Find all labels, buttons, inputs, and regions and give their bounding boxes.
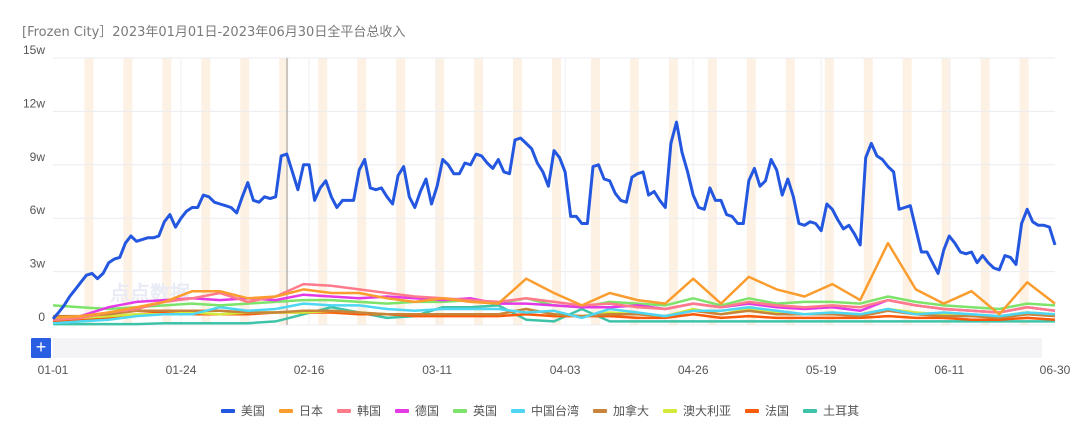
series-line-2 <box>52 282 1056 321</box>
y-tick-label: 3w <box>30 257 46 271</box>
weekend-band <box>513 58 523 325</box>
legend-item[interactable]: 澳大利亚 <box>663 402 731 419</box>
weekend-band <box>279 58 289 325</box>
y-tick-label: 9w <box>30 150 46 164</box>
legend-item[interactable]: 日本 <box>278 402 323 419</box>
x-axis-ticks: 01-01 01-24 02-16 03-11 04-03 04-26 05-19 06-11… <box>38 363 1071 377</box>
y-tick-label: 15w <box>23 43 45 57</box>
y-tick-label: 0 <box>38 310 45 324</box>
legend-swatch <box>593 408 608 413</box>
x-tick-label: 01-24 <box>166 363 197 377</box>
legend-item[interactable]: 土耳其 <box>803 402 859 419</box>
legend-swatch <box>745 408 760 413</box>
weekend-band <box>746 58 756 325</box>
legend-label: 英国 <box>472 404 497 418</box>
legend-label: 美国 <box>240 404 265 418</box>
range-slider[interactable] <box>53 338 1042 358</box>
legend-swatch <box>663 408 678 413</box>
weekend-band <box>902 58 912 325</box>
x-tick-label: 06-11 <box>934 363 964 377</box>
x-tick-label: 02-16 <box>294 363 325 377</box>
x-tick-label: 04-03 <box>550 363 581 377</box>
chart-title: [Frozen City］2023年01月01日-2023年06月30日全平台总… <box>22 25 406 40</box>
weekend-band <box>435 58 445 325</box>
series-line-1 <box>52 241 1056 320</box>
legend-label: 土耳其 <box>823 404 860 418</box>
legend-label: 法国 <box>765 404 790 418</box>
weekend-band <box>162 58 172 325</box>
legend-item[interactable]: 韩国 <box>336 402 381 419</box>
series-line-0 <box>51 120 1057 320</box>
weekend-band <box>863 58 873 325</box>
y-tick-label: 12w <box>23 96 45 110</box>
legend-swatch <box>452 408 467 413</box>
legend-label: 澳大利亚 <box>683 404 732 418</box>
weekend-band <box>201 58 211 325</box>
legend-label: 中国台湾 <box>531 404 580 418</box>
y-tick-label: 6w <box>30 203 46 217</box>
weekend-band <box>824 58 834 325</box>
legend-swatch <box>278 408 293 413</box>
zoom-plus-button[interactable]: + <box>31 338 51 358</box>
weekend-band <box>318 58 328 325</box>
weekend-band <box>1019 58 1029 325</box>
x-tick-label: 01-01 <box>38 363 69 377</box>
legend-item[interactable]: 中国台湾 <box>511 402 579 419</box>
weekend-band <box>84 58 94 325</box>
x-tick-label: 06-30 <box>1040 363 1071 377</box>
legend-swatch <box>336 408 351 413</box>
weekend-bands <box>84 58 1029 325</box>
weekend-band <box>474 58 484 325</box>
legend-swatch <box>803 408 818 413</box>
legend-item[interactable]: 加拿大 <box>593 402 649 419</box>
x-tick-label: 05-19 <box>806 363 837 377</box>
legend-label: 韩国 <box>356 404 381 418</box>
series-line-5 <box>52 302 1056 325</box>
legend-label: 加拿大 <box>613 404 650 418</box>
legend-swatch <box>220 408 235 413</box>
series-line-9 <box>53 304 1055 326</box>
x-tick-label: 03-11 <box>422 363 452 377</box>
legend: 美国 日本 韩国 德国 英国 中国台湾 加拿大 澳大利亚 法国 土耳其 <box>0 402 1080 419</box>
y-axis-ticks: 0 3w 6w 9w 12w 15w <box>23 43 45 324</box>
weekend-band <box>357 58 367 325</box>
x-tick-label: 04-26 <box>678 363 709 377</box>
legend-item[interactable]: 法国 <box>745 402 789 419</box>
weekend-band <box>590 58 600 325</box>
weekend-band <box>941 58 951 325</box>
series-lines <box>51 120 1057 326</box>
series-line-6 <box>53 307 1056 320</box>
legend-swatch <box>511 408 525 413</box>
weekend-band <box>552 58 561 325</box>
legend-swatch <box>394 408 409 413</box>
weekend-band <box>396 58 406 325</box>
weekend-band <box>629 58 639 325</box>
legend-label: 日本 <box>298 404 323 418</box>
weekend-band <box>980 58 990 325</box>
legend-item[interactable]: 英国 <box>452 402 497 419</box>
legend-item[interactable]: 德国 <box>394 402 439 419</box>
legend-item[interactable]: 美国 <box>220 402 265 419</box>
weekend-band <box>123 58 133 325</box>
weekend-band <box>668 58 678 325</box>
legend-label: 德国 <box>414 404 439 418</box>
